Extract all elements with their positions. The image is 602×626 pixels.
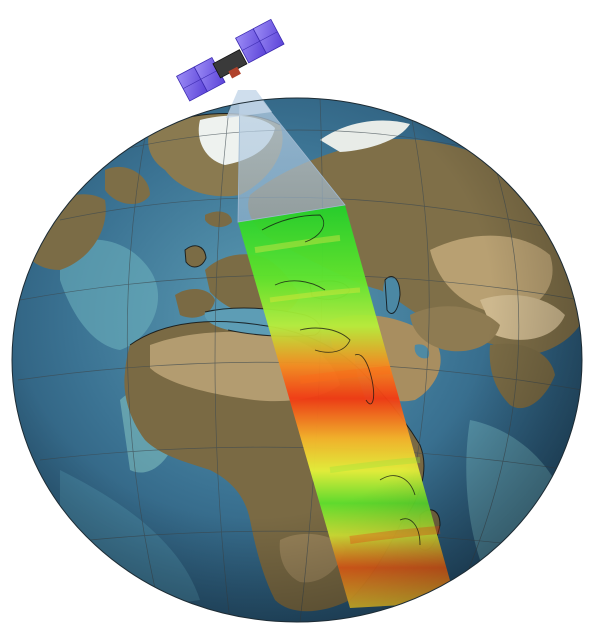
satellite-instrument: [228, 66, 241, 79]
globe-surface: [12, 98, 582, 622]
globe-shading: [12, 98, 582, 622]
solar-panel-left: [176, 56, 226, 102]
globe-outline: [11, 97, 583, 623]
solar-panel-right: [235, 18, 285, 64]
satellite: [176, 18, 285, 102]
sensor-beam-upper: [226, 90, 272, 118]
